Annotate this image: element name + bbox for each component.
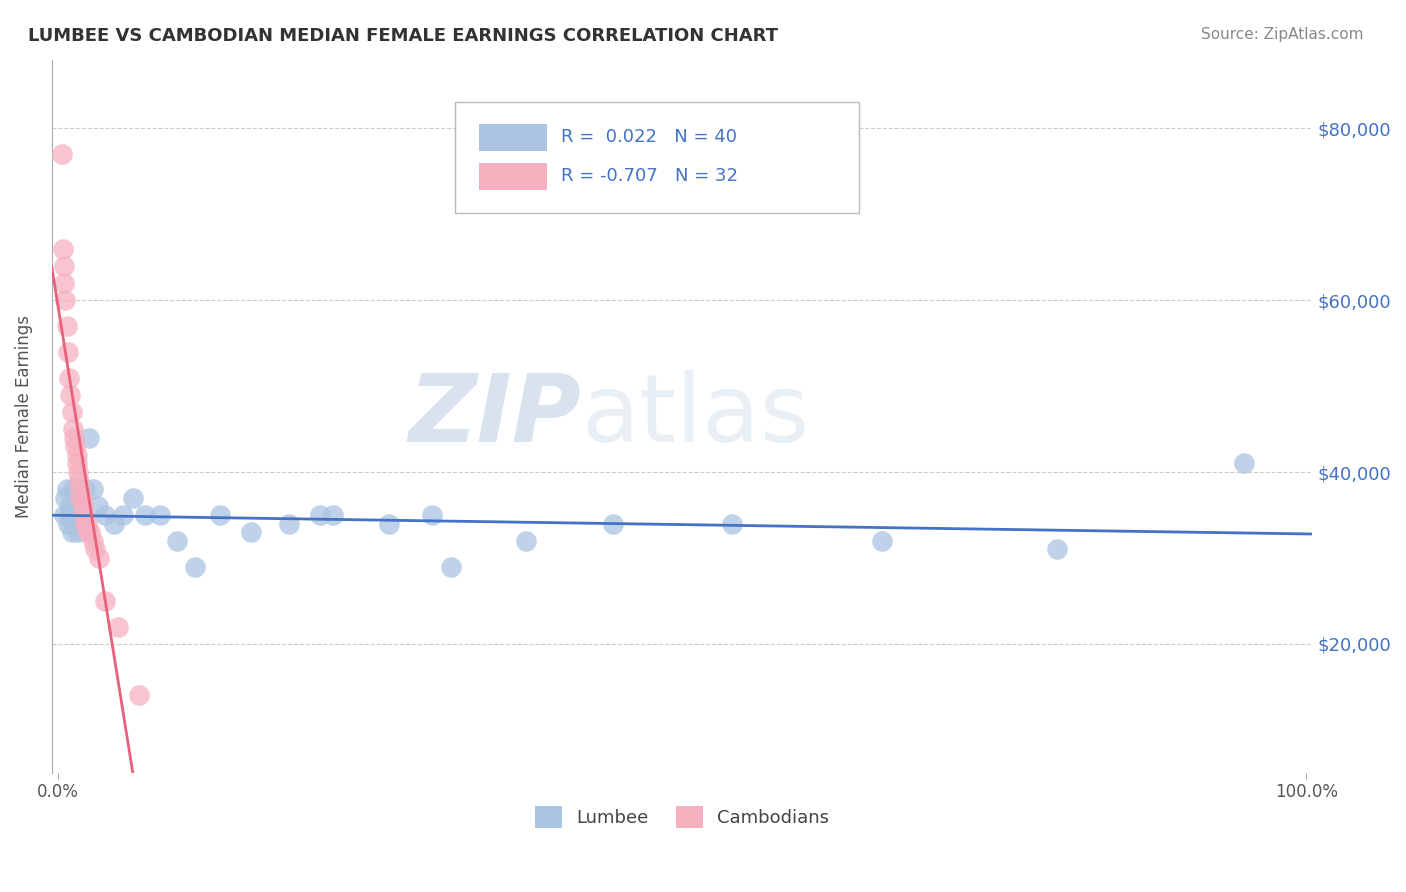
Point: [66, 525, 89, 540]
Point: [66, 448, 89, 462]
Point: [55, 293, 77, 308]
Point: [69, 482, 91, 496]
Point: [277, 516, 299, 531]
Point: [82, 533, 104, 548]
Point: [128, 689, 150, 703]
Point: [422, 508, 444, 522]
Point: [67, 474, 90, 488]
Point: [53, 508, 76, 522]
Point: [73, 508, 96, 522]
Point: [62, 422, 84, 436]
Point: [82, 482, 104, 496]
Point: [166, 533, 188, 548]
Point: [66, 465, 89, 479]
Point: [52, 242, 75, 256]
Point: [70, 491, 93, 505]
Point: [107, 620, 129, 634]
Point: [84, 542, 107, 557]
Text: ZIP: ZIP: [408, 370, 581, 462]
Point: [377, 516, 399, 531]
Point: [58, 370, 80, 384]
Point: [870, 533, 893, 548]
Point: [602, 516, 624, 531]
Point: [63, 431, 86, 445]
Point: [122, 491, 145, 505]
Point: [66, 457, 89, 471]
Point: [58, 508, 80, 522]
Text: atlas: atlas: [581, 370, 810, 462]
Point: [79, 525, 101, 540]
Point: [149, 508, 172, 522]
FancyBboxPatch shape: [479, 163, 547, 190]
Point: [75, 516, 97, 531]
Point: [515, 533, 537, 548]
Text: R = -0.707   N = 32: R = -0.707 N = 32: [561, 167, 738, 185]
Y-axis label: Median Female Earnings: Median Female Earnings: [15, 315, 32, 517]
Text: R =  0.022   N = 40: R = 0.022 N = 40: [561, 128, 737, 145]
Point: [65, 439, 87, 453]
Point: [72, 500, 94, 514]
Point: [51, 147, 73, 161]
FancyBboxPatch shape: [456, 103, 859, 213]
Point: [72, 500, 94, 514]
Point: [63, 500, 86, 514]
Point: [77, 431, 100, 445]
Point: [60, 405, 83, 419]
Point: [56, 516, 79, 531]
Point: [322, 508, 344, 522]
Point: [53, 276, 76, 290]
Point: [65, 508, 87, 522]
Point: [66, 491, 89, 505]
Point: [94, 594, 117, 608]
Point: [60, 525, 83, 540]
Point: [184, 559, 207, 574]
Point: [56, 344, 79, 359]
Point: [1233, 457, 1256, 471]
Point: [55, 482, 77, 496]
Point: [103, 516, 125, 531]
FancyBboxPatch shape: [479, 124, 547, 151]
Point: [55, 491, 77, 505]
Point: [87, 500, 110, 514]
Point: [59, 387, 82, 401]
Point: [69, 491, 91, 505]
Point: [111, 508, 134, 522]
Point: [77, 525, 100, 540]
Legend: Lumbee, Cambodians: Lumbee, Cambodians: [527, 798, 837, 835]
Point: [94, 508, 117, 522]
Point: [89, 550, 111, 565]
Point: [1045, 542, 1067, 557]
Point: [62, 482, 84, 496]
Text: Source: ZipAtlas.com: Source: ZipAtlas.com: [1201, 27, 1364, 42]
Point: [309, 508, 332, 522]
Point: [59, 500, 82, 514]
Point: [240, 525, 263, 540]
Point: [440, 559, 463, 574]
Point: [75, 482, 97, 496]
Point: [134, 508, 156, 522]
Point: [209, 508, 232, 522]
Point: [53, 259, 76, 273]
Text: LUMBEE VS CAMBODIAN MEDIAN FEMALE EARNINGS CORRELATION CHART: LUMBEE VS CAMBODIAN MEDIAN FEMALE EARNIN…: [28, 27, 778, 45]
Point: [55, 318, 77, 333]
Point: [721, 516, 744, 531]
Point: [69, 516, 91, 531]
Point: [76, 516, 98, 531]
